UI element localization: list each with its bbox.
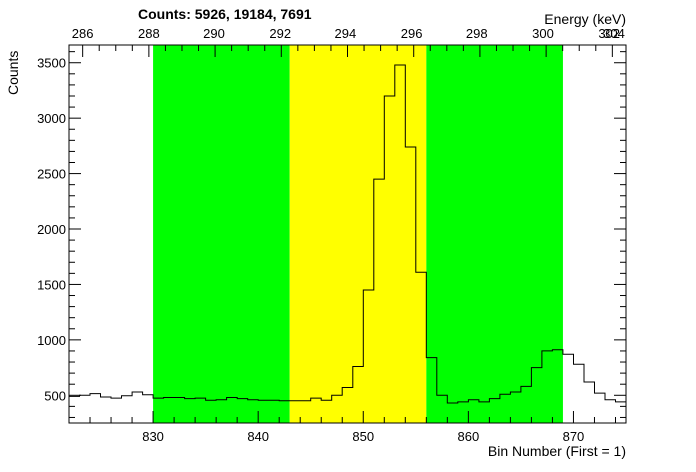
x-axis-title: Bin Number (First = 1) [488,443,626,459]
integration-regions [153,45,563,423]
x-tick-label: 840 [247,429,269,444]
top-tick-label: 292 [269,26,291,41]
x-tick-labels: 830 840 850 860 870 [142,429,584,444]
energy-axis-title: Energy (keV) [544,11,626,27]
top-tick-label: 288 [138,26,160,41]
top-tick-label: 302 [598,26,620,41]
x-tick-label: 860 [458,429,480,444]
y-tick-label: 2000 [37,222,66,237]
x-tick-label: 850 [352,429,374,444]
counts-title: Counts: 5926, 19184, 7691 [138,6,312,22]
region-band-0 [153,45,290,423]
y-tick-label: 2500 [37,167,66,182]
x-tick-label: 830 [142,429,164,444]
top-tick-label: 300 [532,26,554,41]
top-tick-label: 286 [72,26,94,41]
top-tick-label: 304 [603,26,625,41]
top-tick-label: 298 [466,26,488,41]
y-tick-label: 3000 [37,111,66,126]
histogram-line [69,64,626,404]
axis-ticks [68,45,626,423]
y-axis-title: Counts [5,51,21,95]
x-tick-label: 870 [563,429,585,444]
top-tick-label: 290 [203,26,225,41]
top-tick-label: 296 [401,26,423,41]
y-tick-labels: 500 1000 1500 2000 2500 3000 3500 [37,56,66,404]
region-band-1 [289,45,427,423]
y-tick-label: 500 [44,388,66,403]
y-tick-label: 3500 [37,56,66,71]
top-tick-label: 294 [335,26,357,41]
y-tick-label: 1500 [37,277,66,292]
region-band-2 [426,45,563,423]
y-tick-label: 1000 [37,333,66,348]
